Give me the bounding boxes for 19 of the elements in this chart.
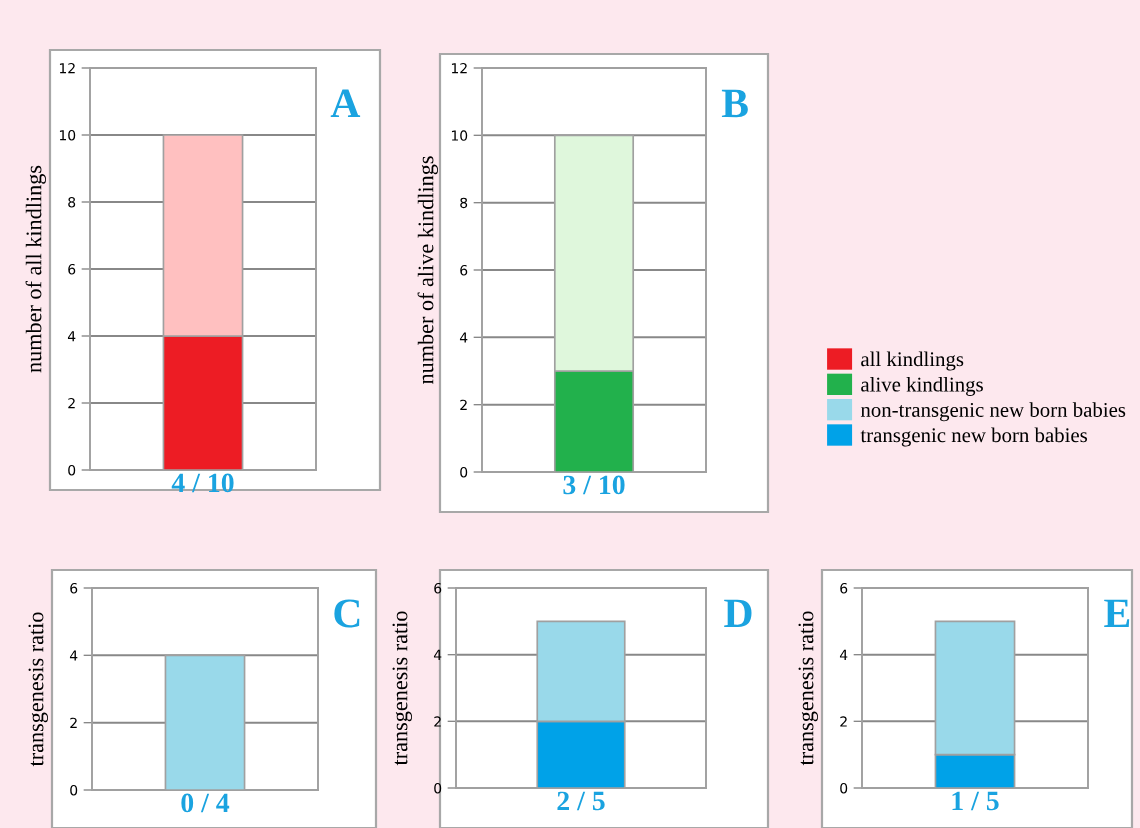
legend-label: transgenic new born babies (860, 427, 1088, 447)
legend-label: alive kindlings (861, 376, 983, 396)
y-axis-title: transgenesis ratio (392, 611, 412, 766)
y-axis-title: number of all kindlings (25, 165, 46, 373)
x-tick-label: 4 / 10 (171, 473, 234, 493)
y-axis-title: number of alive kindlings (417, 156, 438, 384)
x-tick-label: 3 / 10 (563, 475, 625, 495)
y-axis-title: transgenesis ratio (28, 612, 48, 767)
legend-label: all kindlings (861, 351, 964, 371)
x-tick-label: 1 / 5 (952, 791, 999, 811)
chart-title: C (334, 599, 360, 628)
chart-title: B (721, 89, 748, 118)
chart-title: D (724, 599, 752, 627)
x-tick-label: 0 / 4 (181, 793, 230, 813)
y-axis-title: transgenesis ratio (798, 611, 818, 766)
chart-title: A (330, 89, 361, 118)
x-tick-label: 2 / 5 (557, 791, 605, 811)
legend-label: non-transgenic new born babies (860, 402, 1126, 422)
chart-title: E (1104, 599, 1130, 627)
